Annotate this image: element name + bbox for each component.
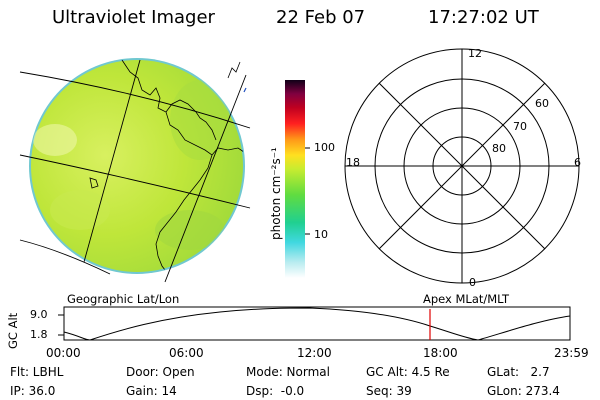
status-flt: Flt: LBHL	[10, 365, 64, 379]
status-glat: GLat: 2.7	[487, 365, 550, 379]
colorbar-tick-100: 100	[314, 141, 335, 154]
apex-label: Apex MLat/MLT	[423, 292, 510, 306]
mlat-label-60: 60	[535, 97, 549, 110]
mlt-label-bottom: 0	[469, 276, 476, 289]
time-tick-0600: 06:00	[169, 346, 204, 360]
color-bar	[285, 80, 310, 278]
time-tick-1800: 18:00	[423, 346, 458, 360]
status-ip: IP: 36.0	[10, 384, 56, 398]
status-seq: Seq: 39	[366, 384, 412, 398]
geographic-label: Geographic Lat/Lon	[67, 292, 180, 306]
gc-alt-axis-label: GC Alt	[6, 312, 20, 349]
altitude-curve	[63, 307, 571, 341]
status-gain: Gain: 14	[126, 384, 177, 398]
mlt-label-top: 12	[468, 47, 482, 60]
earth-image	[19, 58, 251, 283]
time-tick-2359: 23:59	[554, 346, 589, 360]
coastline	[89, 59, 244, 273]
altitude-plot	[58, 306, 571, 341]
time-label: 17:27:02 UT	[428, 7, 539, 28]
colorbar-unit-label: photon cm⁻²s⁻¹	[269, 147, 283, 240]
time-tick-0000: 00:00	[46, 346, 81, 360]
time-tick-1200: 12:00	[297, 346, 332, 360]
alt-tick-9: 9.0	[30, 308, 48, 321]
mlt-label-right: 6	[574, 156, 581, 169]
instrument-title: Ultraviolet Imager	[52, 7, 215, 28]
colorbar-tick-10: 10	[314, 228, 328, 241]
mlt-label-left: 18	[346, 156, 360, 169]
status-glon: GLon: 273.4	[487, 384, 560, 398]
mlat-label-80: 80	[492, 142, 506, 155]
status-mode: Mode: Normal	[246, 365, 330, 379]
alt-tick-1-8: 1.8	[30, 328, 48, 341]
status-door: Door: Open	[126, 365, 195, 379]
lat-lon-grid	[19, 59, 251, 283]
date-label: 22 Feb 07	[276, 7, 366, 28]
polar-plot	[344, 48, 580, 284]
status-gc-alt: GC Alt: 4.5 Re	[366, 365, 450, 379]
status-dsp: Dsp: -0.0	[246, 384, 305, 398]
mlat-label-70: 70	[513, 120, 527, 133]
